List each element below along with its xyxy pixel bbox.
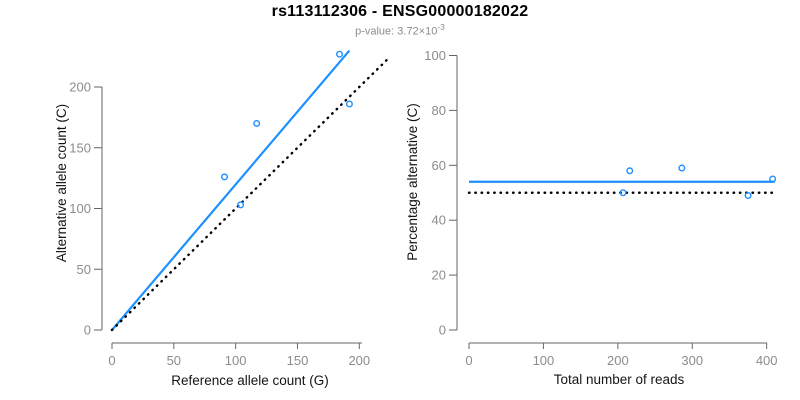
regression-line (111, 49, 351, 331)
y-tick-label: 20 (432, 268, 446, 283)
y-tick-label: 60 (432, 158, 446, 173)
right-panel: 0 100 200 300 400 0 20 40 60 80 100 Total number of… (405, 48, 778, 387)
x-tick-label: 150 (287, 353, 309, 368)
data-point (221, 173, 229, 181)
x-tick-label: 100 (225, 353, 247, 368)
data-point (769, 175, 777, 183)
y-tick-label: 150 (69, 140, 91, 155)
x-tick-label: 50 (167, 353, 181, 368)
x-tick-label: 100 (533, 353, 555, 368)
data-point (744, 191, 752, 199)
data-point (253, 119, 261, 127)
x-tick-label: 400 (756, 353, 778, 368)
pvalue-text: p-value: 3.72×10 (355, 25, 438, 38)
x-tick-label: 0 (465, 353, 472, 368)
plot-title: rs113112306 - ENSG00000182022 (271, 3, 529, 20)
y-tick-label: 100 (69, 201, 91, 216)
pvalue-exponent: -3 (437, 22, 445, 32)
y-tick-label: 200 (69, 80, 91, 95)
data-point (336, 50, 344, 58)
x-axis-label: Reference allele count (G) (171, 373, 329, 388)
y-axis-label: Alternative allele count (C) (54, 104, 69, 262)
y-tick-label: 0 (84, 323, 91, 338)
data-point (678, 164, 686, 172)
x-axis-label: Total number of reads (554, 372, 685, 387)
y-tick-label: 0 (439, 323, 446, 338)
left-panel: 0 50 100 150 200 0 50 100 150 200 Reference allele… (54, 49, 391, 388)
data-point (626, 167, 634, 175)
y-tick-label: 40 (432, 213, 446, 228)
data-point (345, 100, 353, 108)
data-point (237, 201, 245, 209)
y-tick-label: 100 (424, 48, 446, 63)
x-tick-label: 200 (348, 353, 370, 368)
y-tick-label: 50 (77, 262, 91, 277)
x-tick-label: 0 (108, 353, 115, 368)
x-tick-label: 200 (607, 353, 629, 368)
y-axis-label: Percentage alternative (C) (405, 103, 420, 261)
y-tick-label: 80 (432, 103, 446, 118)
identity-line (110, 56, 391, 332)
data-point (619, 189, 627, 197)
x-tick-label: 300 (681, 353, 703, 368)
plot-subtitle: p-value: 3.72×10-3 (0, 22, 800, 38)
